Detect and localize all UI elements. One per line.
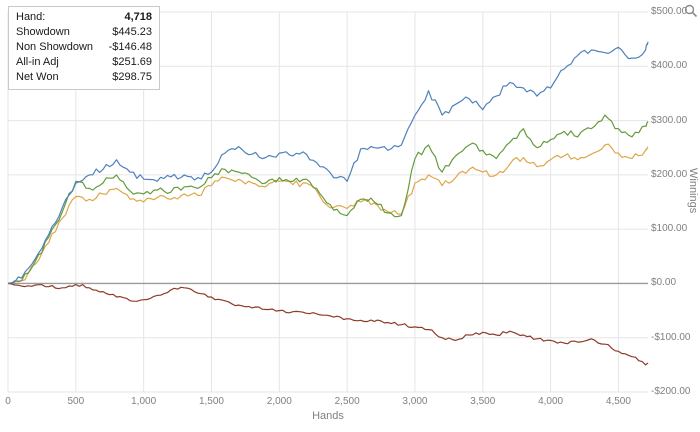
y-tick-label: $300.00 [651,114,688,126]
series-line-net-won [7,114,649,285]
x-tick-label: 500 [67,396,85,407]
zoom-icon[interactable] [684,4,698,18]
y-tick-label: -$200.00 [651,386,691,397]
x-tick-label: 0 [5,396,11,407]
x-tick-label: 1,000 [131,396,157,407]
y-tick-label: $500.00 [651,6,688,17]
x-tick-label: 2,500 [334,396,360,407]
legend-value: $298.75 [112,71,152,83]
legend-row-hands: Hand: 4,718 [16,10,152,25]
legend-label: Hand: [16,11,46,23]
legend-label: Showdown [16,26,70,38]
x-tick-label: 4,500 [605,396,631,407]
legend-label: Non Showdown [16,41,94,53]
legend-row-non-showdown: Non Showdown -$146.48 [16,40,152,55]
y-axis-title: Winnings [687,168,699,214]
legend-value: $445.23 [112,26,152,38]
y-tick-label: $200.00 [651,168,688,180]
x-tick-label: 1,500 [198,396,224,407]
x-axis-title: Hands [312,410,344,422]
legend-label: Net Won [16,71,59,83]
x-tick-label: 3,000 [402,396,428,407]
x-tick-label: 3,500 [470,396,496,407]
stats-legend: Hand: 4,718 Showdown $445.23 Non Showdow… [8,6,160,90]
series-line-all-in-adj [7,143,649,284]
y-tick-label: -$100.00 [651,331,691,343]
legend-row-net-won: Net Won $298.75 [16,70,152,85]
legend-value: $251.69 [112,56,152,68]
x-tick-label: 4,000 [538,396,564,407]
y-tick-label: $100.00 [651,223,688,235]
legend-value: -$146.48 [108,41,152,53]
y-tick-label: $400.00 [651,60,688,72]
legend-row-showdown: Showdown $445.23 [16,25,152,40]
y-tick-label: $0.00 [651,277,677,289]
legend-value: 4,718 [124,11,152,23]
legend-row-allin-adj: All-in Adj $251.69 [16,55,152,70]
x-tick-label: 2,000 [266,396,292,407]
series-line-non-showdown [7,282,649,366]
series-line-showdown [7,41,649,284]
legend-label: All-in Adj [16,56,59,68]
